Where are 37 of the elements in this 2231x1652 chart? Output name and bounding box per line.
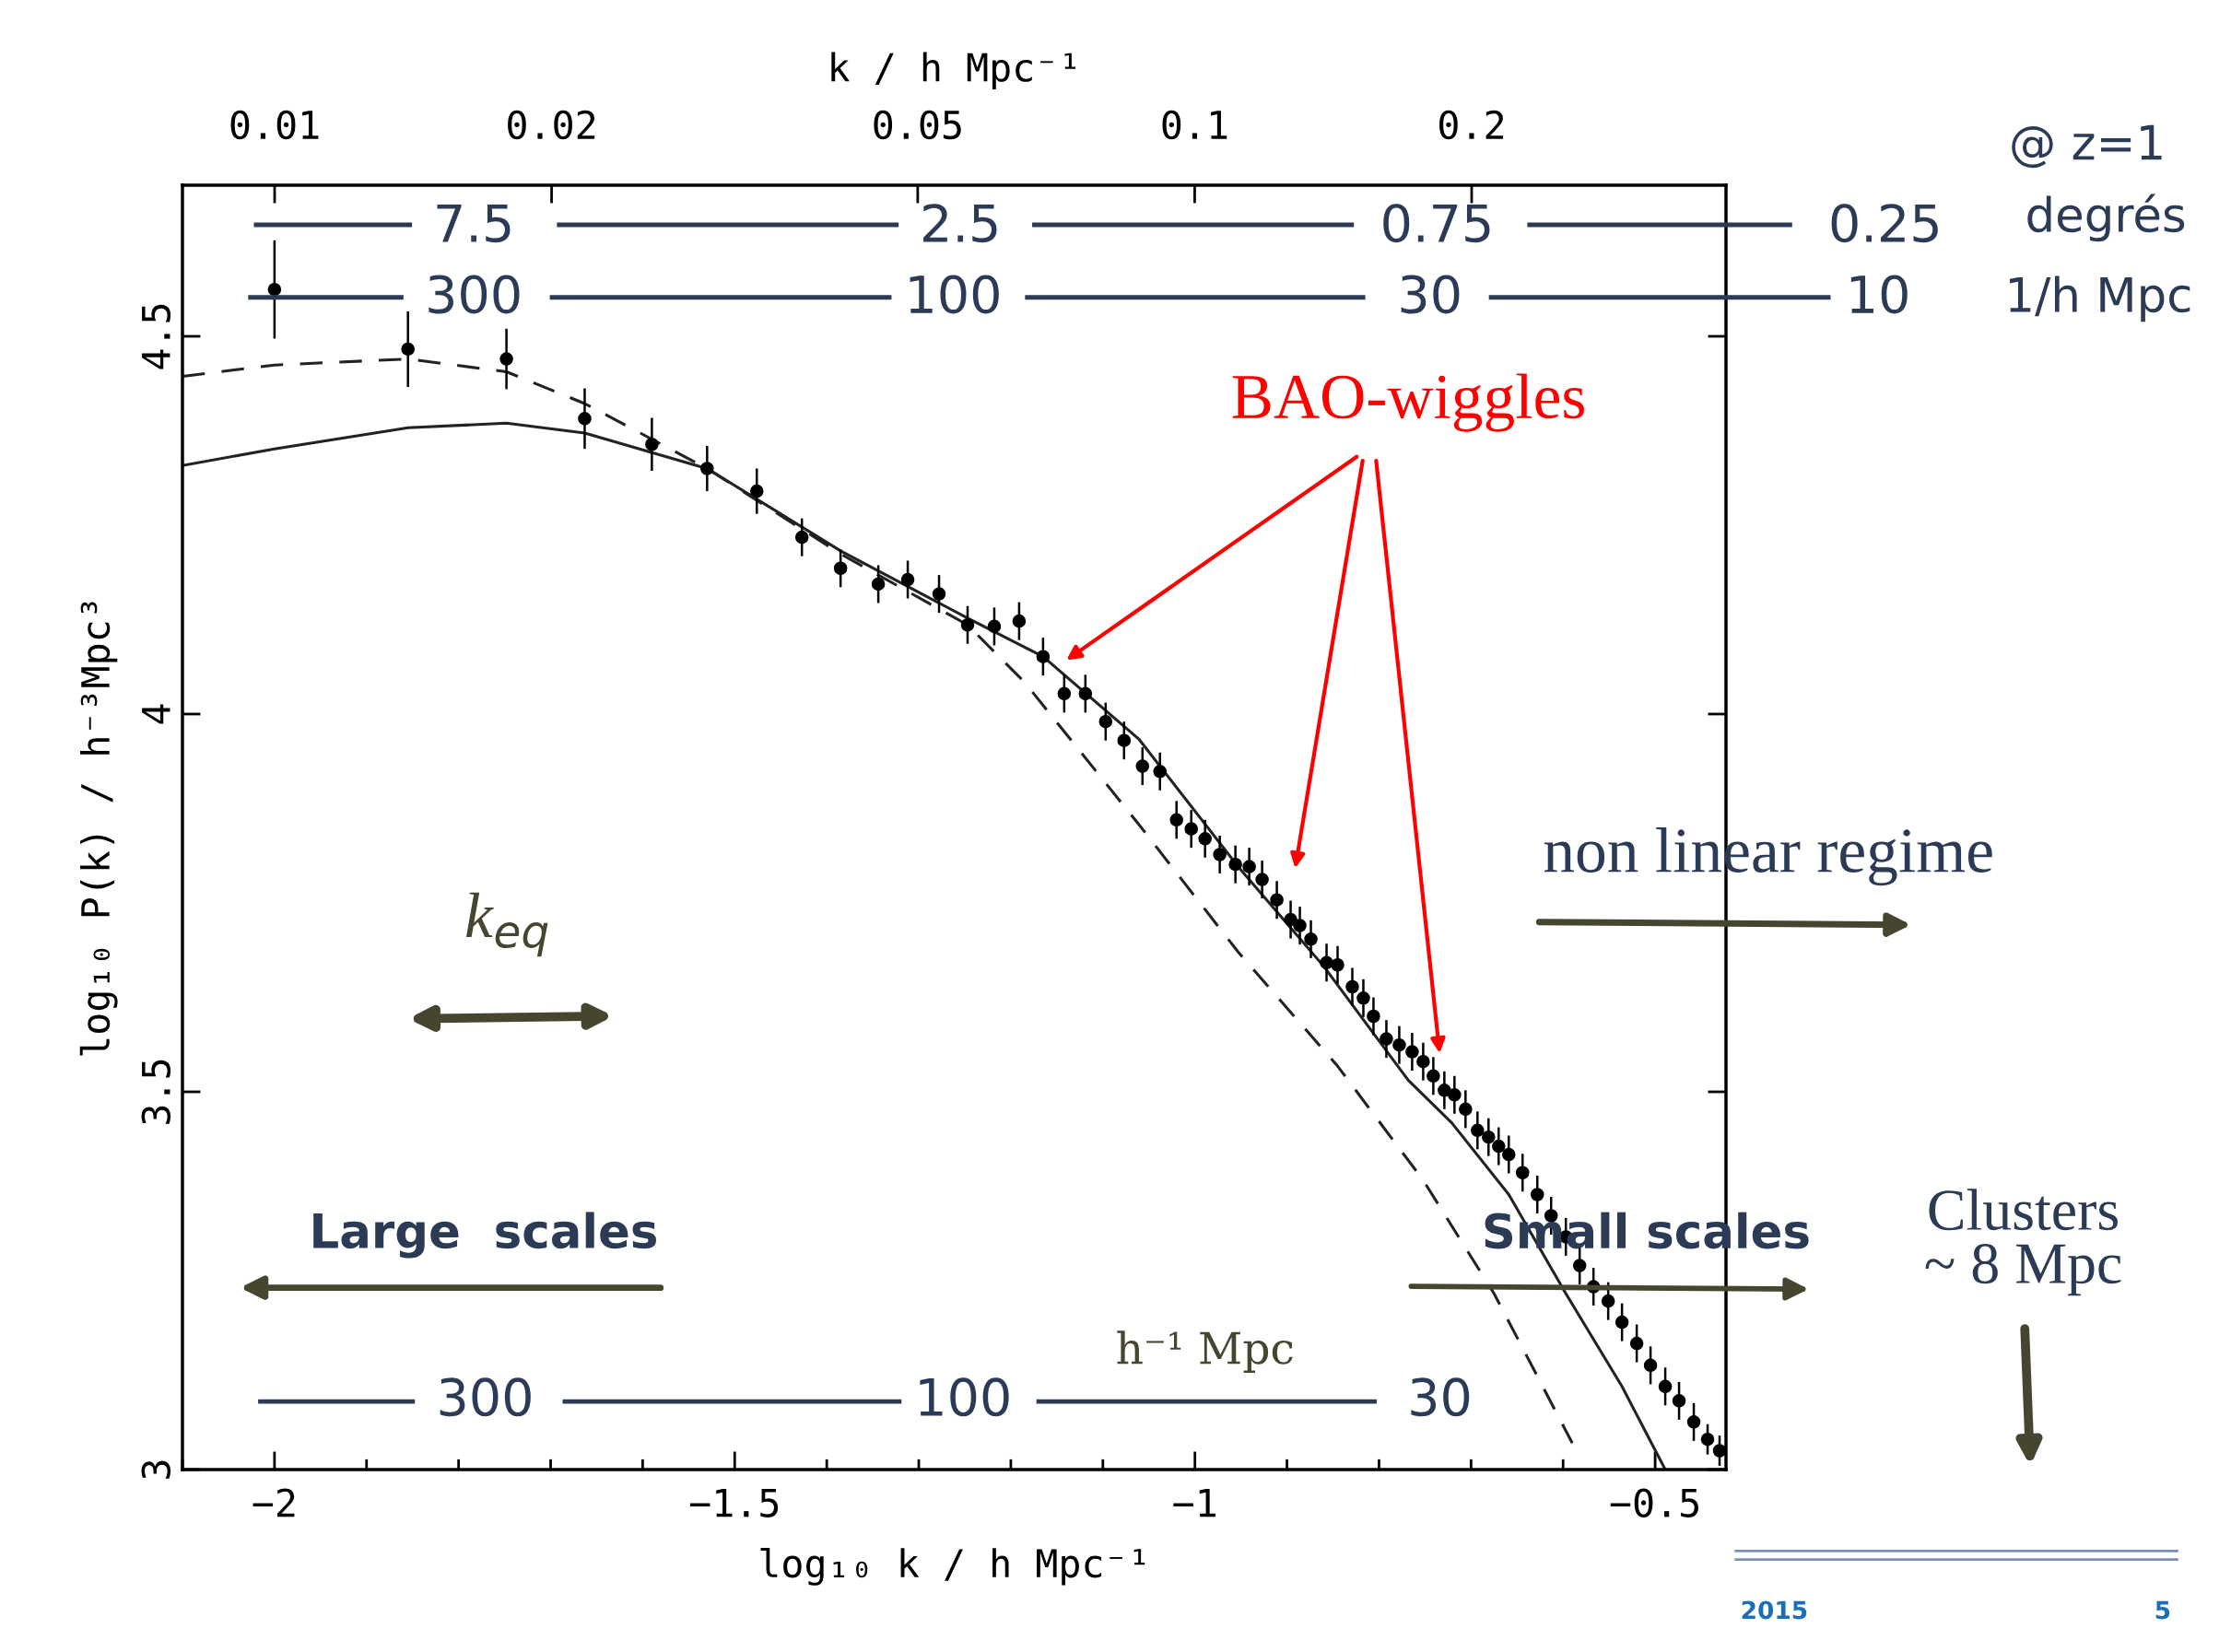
x-tick-label: −1	[1173, 1488, 1215, 1517]
text: 1/h Mpc	[2009, 275, 2190, 322]
text: 2015	[1742, 1600, 1807, 1620]
annotation: 2.5	[923, 204, 997, 243]
y-axis-title: log₁₀ P(k) / h⁻³Mpc³	[79, 602, 118, 1056]
annotation: 300	[440, 1377, 531, 1417]
annotation: 100	[910, 275, 999, 314]
annotation: 0.75	[1383, 204, 1490, 243]
y-tick-label: 4	[142, 704, 170, 724]
x-axis-title: log₁₀ k / h Mpc⁻¹	[760, 1547, 1145, 1586]
x2-tick-label: 0.01	[230, 110, 319, 140]
text: 5	[2155, 1600, 2170, 1620]
x-tick-label: −0.5	[1610, 1488, 1698, 1517]
annotation: 7.5	[437, 204, 511, 243]
y-tick-label: 3	[141, 1460, 171, 1479]
annotation: 30	[1411, 1377, 1470, 1417]
annotation: 30	[1401, 275, 1460, 314]
annotation: 100	[920, 1377, 1009, 1417]
x2-tick-label: 0.05	[874, 110, 961, 140]
annotation: BAO-wiggles	[1232, 373, 1584, 432]
x2-tick-label: 0.1	[1162, 110, 1227, 140]
x-tick-label: −1.5	[689, 1488, 779, 1517]
annotation: 300	[429, 275, 520, 314]
x2-axis-title: k / h Mpc⁻¹	[831, 52, 1075, 89]
text: degrés	[2027, 193, 2185, 242]
annotation: h⁻¹ Mpc	[1117, 1330, 1293, 1373]
x2-tick-label: 0.02	[508, 110, 595, 140]
text: @ z=1	[2012, 124, 2162, 169]
text: Clusters ~ 8 Mpc	[1925, 1189, 2121, 1296]
text: 0.25	[1831, 204, 1938, 243]
x2-tick-label: 0.2	[1439, 110, 1504, 140]
x-tick-label: −2	[252, 1488, 295, 1517]
annotation: k$_{eq}$	[465, 892, 548, 957]
y-tick-label: 3.5	[141, 1060, 171, 1124]
text: 10	[1850, 275, 1908, 314]
y-tick-label: 4.5	[142, 304, 171, 369]
annotation: Large scales	[313, 1212, 657, 1259]
